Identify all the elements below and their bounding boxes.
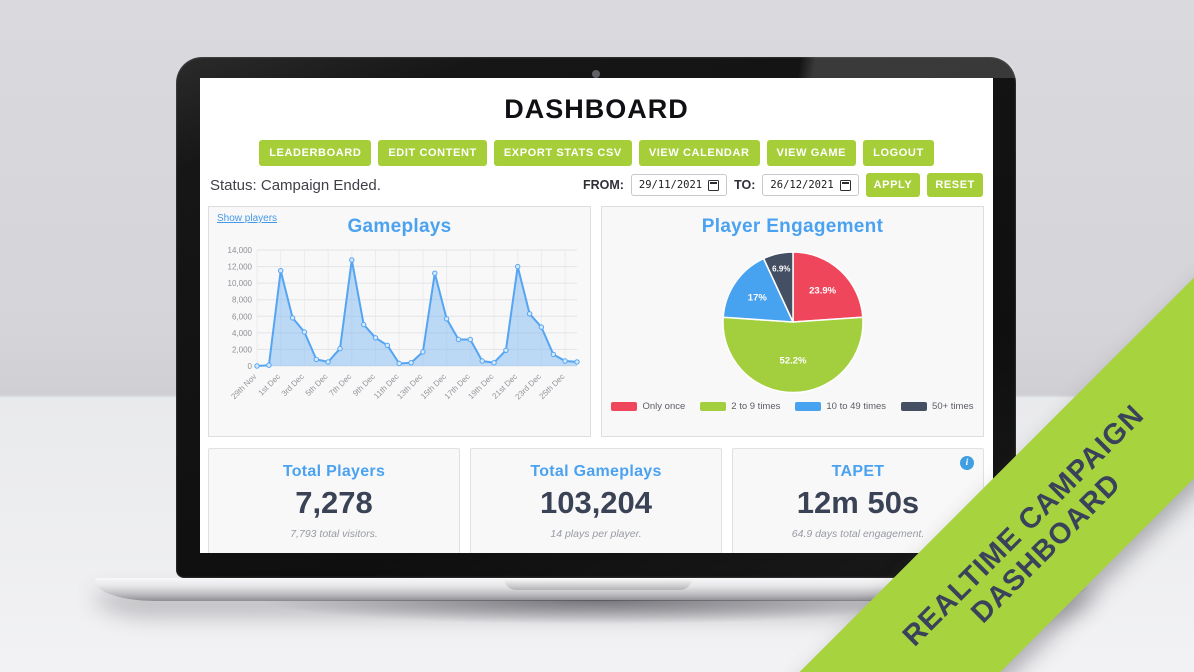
show-players-link[interactable]: Show players [217, 213, 278, 224]
legend-label: Only once [642, 401, 686, 412]
legend-swatch [611, 402, 638, 411]
engagement-pie-chart: 23.9% 52.2% 17% 6.9% [721, 251, 864, 394]
to-label: TO: [734, 178, 756, 192]
pie-legend: Only once 2 to 9 times 10 to 49 times 50+ t… [602, 401, 983, 412]
laptop-base [95, 578, 1092, 601]
card-subtitle: 7,793 total visitors. [290, 528, 378, 540]
nav-button-export-stats-csv[interactable]: EXPORT STATS CSV [493, 140, 632, 166]
from-label: FROM: [582, 178, 624, 192]
card-value: 103,204 [539, 485, 653, 520]
gameplays-panel: Show players Gameplays 29th Nov 1st Dec 3r… [208, 206, 591, 437]
svg-text:6.9%: 6.9% [772, 265, 790, 274]
svg-text:10,000: 10,000 [227, 279, 252, 288]
info-icon[interactable]: i [960, 456, 974, 470]
card-value: 12m 50s [796, 485, 920, 520]
from-date-input[interactable]: 29/11/2021 [630, 174, 728, 196]
nav-button-logout[interactable]: LOGOUT [863, 140, 934, 166]
legend-swatch [901, 402, 928, 411]
calendar-icon [839, 179, 851, 191]
reset-button[interactable]: RESET [927, 173, 983, 197]
to-date-value: 26/12/2021 [770, 179, 834, 191]
legend-item-50-times: 50+ times [901, 401, 974, 412]
svg-text:8,000: 8,000 [231, 296, 252, 305]
svg-text:19th Dec: 19th Dec [466, 372, 495, 401]
charts-row: Show players Gameplays 29th Nov 1st Dec 3r… [208, 206, 984, 437]
date-range-controls: FROM: 29/11/2021 TO: 26/12/2021 APPLY RE… [583, 173, 983, 197]
card-title: Total Players [282, 463, 386, 480]
nav-button-edit-content[interactable]: EDIT CONTENT [378, 140, 487, 166]
campaign-status-text: Status: Campaign Ended. [210, 176, 381, 194]
page-title: DASHBOARD [504, 94, 689, 124]
card-value: 7,278 [295, 485, 373, 520]
nav-button-row: LEADERBOARD EDIT CONTENT EXPORT STATS CSV V… [200, 140, 993, 166]
bezel-glare [716, 57, 1016, 78]
calendar-icon [708, 179, 720, 191]
legend-label: 50+ times [932, 401, 974, 412]
card-title: Total Gameplays [530, 463, 662, 480]
svg-text:17%: 17% [747, 292, 767, 303]
legend-item-2-to-9-times: 2 to 9 times [700, 401, 780, 412]
svg-text:23.9%: 23.9% [809, 285, 836, 296]
nav-button-view-calendar[interactable]: VIEW CALENDAR [638, 140, 760, 166]
svg-text:5th Dec: 5th Dec [303, 372, 329, 398]
nav-button-leaderboard[interactable]: LEADERBOARD [259, 140, 372, 166]
from-date-value: 29/11/2021 [638, 179, 703, 191]
svg-text:4,000: 4,000 [231, 329, 252, 338]
legend-swatch [700, 402, 727, 411]
legend-item-10-to-49-times: 10 to 49 times [795, 401, 886, 412]
laptop-screen-bezel: DASHBOARD LEADERBOARD EDIT CONTENT EXPORT … [176, 57, 1016, 578]
svg-text:2,000: 2,000 [231, 345, 252, 354]
svg-text:29th Nov: 29th Nov [229, 372, 258, 401]
gameplays-chart-title: Gameplays [347, 216, 452, 237]
legend-swatch [795, 402, 822, 411]
svg-text:1st Dec: 1st Dec [256, 372, 282, 398]
svg-text:7th Dec: 7th Dec [327, 372, 353, 398]
webcam-icon [592, 70, 600, 78]
nav-button-view-game[interactable]: VIEW GAME [766, 140, 857, 166]
stat-cards-row: Total Players 7,278 7,793 total visitors. T… [208, 448, 984, 553]
svg-text:25th Dec: 25th Dec [537, 372, 566, 401]
stat-card-total-gameplays: Total Gameplays 103,204 14 plays per playe… [470, 448, 722, 553]
svg-text:0: 0 [247, 362, 252, 371]
dashboard-screen: DASHBOARD LEADERBOARD EDIT CONTENT EXPORT … [200, 78, 993, 553]
legend-label: 2 to 9 times [731, 401, 781, 412]
card-title: TAPET [831, 463, 885, 480]
engagement-panel: Player Engagement 23.9% 52.2% 17% 6.9% Only… [601, 206, 984, 437]
to-date-input[interactable]: 26/12/2021 [762, 174, 859, 196]
card-subtitle: 64.9 days total engagement. [791, 528, 925, 540]
svg-text:52.2%: 52.2% [779, 356, 806, 367]
svg-text:3rd Dec: 3rd Dec [279, 372, 305, 398]
laptop-base-notch [504, 578, 692, 590]
engagement-chart-title: Player Engagement [701, 216, 884, 237]
status-bar: Status: Campaign Ended. FROM: 29/11/2021… [210, 173, 983, 197]
card-subtitle: 14 plays per player. [550, 528, 642, 540]
svg-text:12,000: 12,000 [227, 263, 252, 272]
svg-text:6,000: 6,000 [231, 312, 252, 321]
stat-card-total-players: Total Players 7,278 7,793 total visitors. [208, 448, 460, 553]
apply-button[interactable]: APPLY [865, 173, 921, 197]
legend-item-only-once: Only once [611, 401, 685, 412]
legend-label: 10 to 49 times [826, 401, 887, 412]
svg-text:14,000: 14,000 [227, 246, 252, 255]
